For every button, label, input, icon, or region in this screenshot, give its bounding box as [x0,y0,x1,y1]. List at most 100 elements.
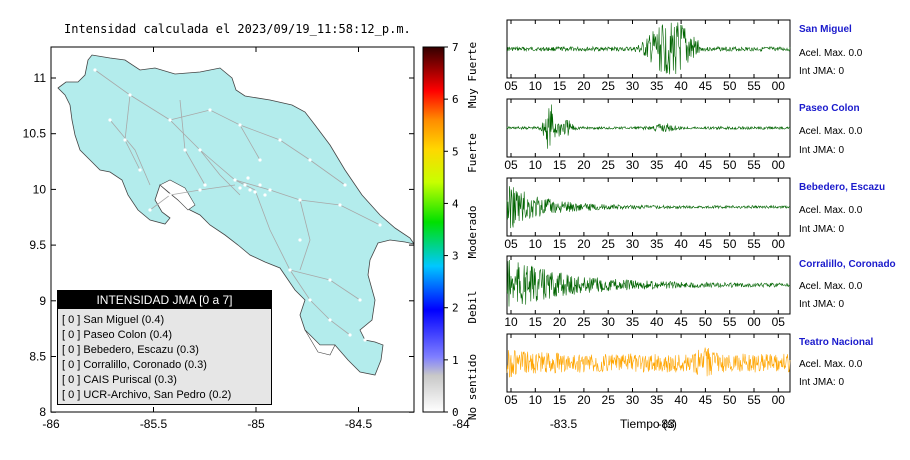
waveform-tick-label: 15 [553,237,567,251]
legend-item: [ 0 ] Bebedero, Escazu (0.3) [62,344,199,356]
waveform-tick-label: 05 [504,79,518,93]
town-dot [308,158,312,162]
town-dot [246,176,250,180]
station-accel: Acel. Max. 0.0 [799,48,863,59]
town-dot [348,333,352,337]
town-dot [258,183,262,187]
waveform-tick-label: 25 [602,237,616,251]
colorbar-category-label: Muy Fuerte [466,42,479,108]
waveform-tick-label: 15 [553,393,567,407]
colorbar-tick-label: 3 [452,250,459,263]
colorbar-tick-label: 7 [452,41,459,54]
colorbar-tick-label: 2 [452,302,459,315]
colorbar-tick-label: 6 [452,93,459,106]
colorbar-category-label: Moderado [466,206,479,259]
town-dot [288,268,292,272]
town-dot [318,348,322,352]
waveform-tick-label: 10 [504,315,518,329]
waveform-tick-label: 35 [650,393,664,407]
waveform-tick-label: 35 [626,315,640,329]
town-dot [138,168,142,172]
colorbar-category-label: Fuerte [466,133,479,173]
waveform-tick-label: 05 [772,315,786,329]
town-dot [378,223,382,227]
waveform-tick-label: 40 [674,158,688,172]
osa-water [304,329,336,356]
legend-item: [ 0 ] UCR-Archivo, San Pedro (0.2) [62,389,232,401]
waveform-tick-label: 35 [650,158,664,172]
station-name: Paseo Colon [799,103,860,114]
town-dot [278,138,282,142]
waveform-trace [506,22,791,75]
waveform-tick-label: 55 [747,158,761,172]
lat-tick-label: 10 [33,182,47,196]
town-dot [238,123,242,127]
waveform-tick-label: 55 [747,79,761,93]
town-dot [243,183,247,187]
town-dot [328,318,332,322]
lat-tick-label: 9 [39,294,46,308]
colorbar-ticks: 0 1 2 3 4 5 6 7 [444,41,459,419]
colorbar-tick-label: 4 [452,197,459,210]
waveform-tick-label: 15 [553,79,567,93]
costa-rica-land [57,54,414,376]
station-name: Teatro Nacional [799,337,874,348]
town-dot [328,278,332,282]
road [169,109,261,161]
town-dot [183,148,187,152]
lon-tick-label: -84 [452,417,470,431]
waveform-tick-label: 00 [772,79,786,93]
waveform-tick-label: 45 [699,237,713,251]
town-dot [338,203,342,207]
station-jma: Int JMA: 0 [799,299,845,310]
road [299,199,311,271]
waveform-tick-label: 25 [577,315,591,329]
colorbar-labels: No sentido Debil Moderado Fuerte Muy Fuerte [466,42,479,420]
waveform-tick-label: 00 [772,158,786,172]
waveform-tick-label: 50 [723,158,737,172]
waveform-tick-label: 00 [747,315,761,329]
chart-title: Intensidad calculada el 2023/09/19_11:58… [64,22,411,36]
town-dots [93,68,382,352]
waveform-tick-label: 55 [747,237,761,251]
waveform-trace [506,347,791,378]
waveform-tick-label: 05 [504,237,518,251]
station-jma: Int JMA: 0 [799,224,845,235]
waveform-tick-label: 30 [626,237,640,251]
waveform-tick-label: 20 [577,79,591,93]
waveform-tick-label: 25 [602,79,616,93]
waveform-tick-label: 20 [553,315,567,329]
waveform-tick-label: 30 [626,393,640,407]
town-dot [238,186,242,190]
station-name: San Miguel [799,24,852,35]
road [149,184,236,211]
waveform-trace [506,259,791,307]
waveform-tick-label: 50 [723,393,737,407]
station-jma: Int JMA: 0 [799,66,845,77]
waveform-tick-label: 10 [529,79,543,93]
station-jma: Int JMA: 0 [799,377,845,388]
waveform-tick-label: 20 [577,237,591,251]
waveform-tick-label: 40 [674,237,688,251]
colorbar-tick-label: 1 [452,354,459,367]
town-dot [258,158,262,162]
waveform-tick-label: 40 [674,79,688,93]
intensity-legend: INTENSIDAD JMA [0 a 7] [ 0 ] San Miguel … [57,290,272,405]
legend-title: INTENSIDAD JMA [0 a 7] [58,291,271,309]
waveform-tick-label: 55 [747,393,761,407]
waveform-tick-label: 15 [529,315,543,329]
station-name: Corralillo, Coronado [799,259,896,270]
waveform-tick-label: 45 [699,79,713,93]
town-dot [208,108,212,112]
town-dot [268,188,272,192]
town-dot [308,298,312,302]
waveform-trace [506,104,791,149]
legend-item: [ 0 ] San Miguel (0.4) [62,314,165,326]
road [254,189,351,336]
waveform-tick-label: 10 [529,158,543,172]
waveform-tick-label: 40 [650,315,664,329]
waveform-tick-label: 15 [553,158,567,172]
map-axes: -86 -85.5 -85 -84.5 -84 -83.5 -831110.5109.598… [23,47,675,431]
waveform-tick-label: 35 [650,79,664,93]
